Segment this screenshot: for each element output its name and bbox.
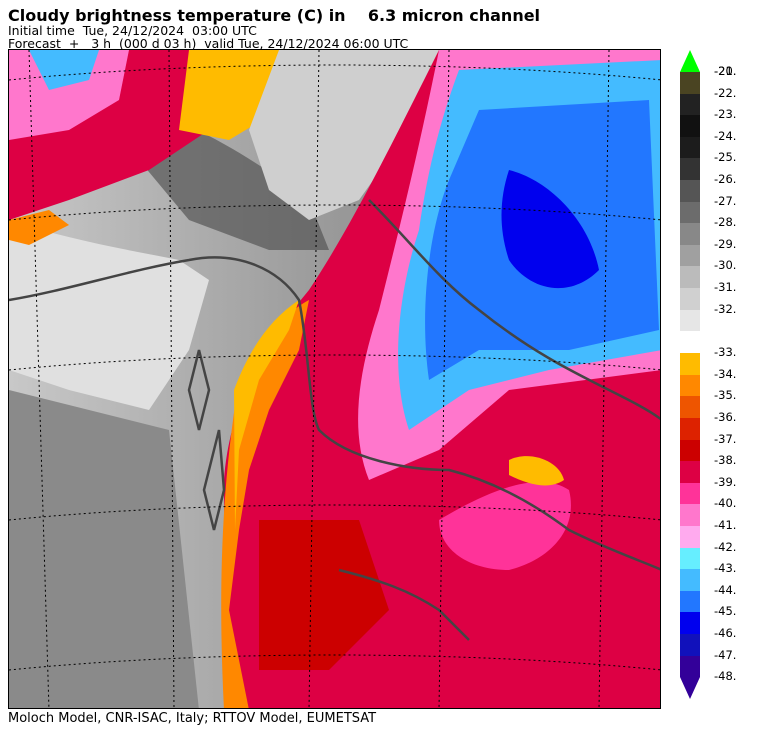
coastlines (9, 199, 660, 641)
south-magenta-swirl (439, 481, 571, 570)
initial-time: Initial time Tue, 24/12/2024 03:00 UTC (8, 23, 257, 38)
satellite-field-map (9, 50, 660, 708)
legend-swatch (680, 288, 700, 310)
legend-label: -25. (714, 150, 737, 165)
legend-label: -20. (714, 64, 737, 78)
legend-label: -34. (714, 366, 737, 381)
legend-swatch (680, 374, 700, 397)
legend-label: -30. (714, 258, 737, 273)
chart-title: Cloudy brightness temperature (C) in 6.3… (8, 6, 541, 25)
legend-swatch (680, 115, 700, 137)
north-light-grey (249, 50, 439, 220)
legend-label: -40. (714, 496, 737, 511)
legend-label: -35. (714, 388, 737, 403)
color-legend: -20. -21. -22. -23. -24. -25. -26. -27. -28. -29.… (680, 50, 760, 710)
light-grey-band (9, 220, 209, 410)
legend-swatch (680, 526, 700, 548)
credits-footer: Moloch Model, CNR-ISAC, Italy; RTTOV Mod… (8, 711, 377, 726)
legend-swatch (680, 158, 700, 180)
legend-label: -47. (714, 647, 737, 662)
legend-swatch (680, 590, 700, 613)
legend-label: -38. (714, 453, 737, 468)
legend-swatch (680, 655, 700, 678)
legend-swatch (680, 353, 700, 375)
legend-label: -23. (714, 107, 737, 122)
legend-swatch (680, 136, 700, 159)
legend-label: -32. (714, 301, 737, 316)
legend-label: -21. (714, 64, 737, 78)
south-red-core (259, 520, 389, 670)
legend-swatch (680, 244, 700, 267)
legend-swatch (680, 201, 700, 224)
legend-swatch (680, 547, 700, 570)
legend-swatch (680, 612, 700, 634)
forecast-valid-time: Forecast + 3 h (000 d 03 h) valid Tue, 2… (8, 36, 409, 51)
legend-label: -29. (714, 236, 737, 251)
legend-swatch (680, 180, 700, 202)
yellow-boundary-band (234, 300, 299, 530)
legend-label: -48. (714, 669, 737, 684)
legend-label: -26. (714, 172, 737, 186)
legend-label: -27. (714, 193, 737, 208)
legend-label: -22. (714, 85, 737, 100)
nw-blue-patch (29, 50, 99, 90)
deep-blue-core (501, 170, 599, 289)
legend-swatch (680, 461, 700, 483)
legend-label: -41. (714, 518, 737, 532)
legend-bottom-arrow (680, 677, 700, 700)
legend-swatch (680, 93, 700, 116)
legend-swatch (680, 482, 700, 505)
legend-swatch (680, 266, 700, 288)
legend-swatch (680, 439, 700, 462)
legend-swatch (680, 396, 700, 418)
legend-label: -31. (714, 280, 737, 294)
legend-swatch (680, 72, 700, 94)
legend-label: -42. (714, 539, 737, 554)
legend-top-arrow (680, 50, 700, 72)
orange-swirl-core (509, 456, 564, 486)
legend-label: -24. (714, 128, 737, 143)
legend-label: -37. (714, 431, 737, 446)
map-panel (8, 49, 661, 709)
legend-swatch (680, 634, 700, 656)
legend-label: -33. (714, 345, 737, 360)
legend-label: -46. (714, 626, 737, 640)
legend-swatch (680, 418, 700, 440)
legend-label: -39. (714, 474, 737, 489)
legend-swatch (680, 309, 700, 332)
legend-swatch (680, 569, 700, 591)
legend-label: -36. (714, 410, 737, 424)
legend-label: -45. (714, 604, 737, 619)
legend-swatch (680, 504, 700, 526)
graticule (9, 50, 660, 708)
legend-label: -43. (714, 561, 737, 576)
legend-label: -28. (714, 215, 737, 230)
dark-grey-region (9, 390, 199, 708)
legend-swatch (680, 223, 700, 245)
legend-label: -44. (714, 582, 737, 597)
